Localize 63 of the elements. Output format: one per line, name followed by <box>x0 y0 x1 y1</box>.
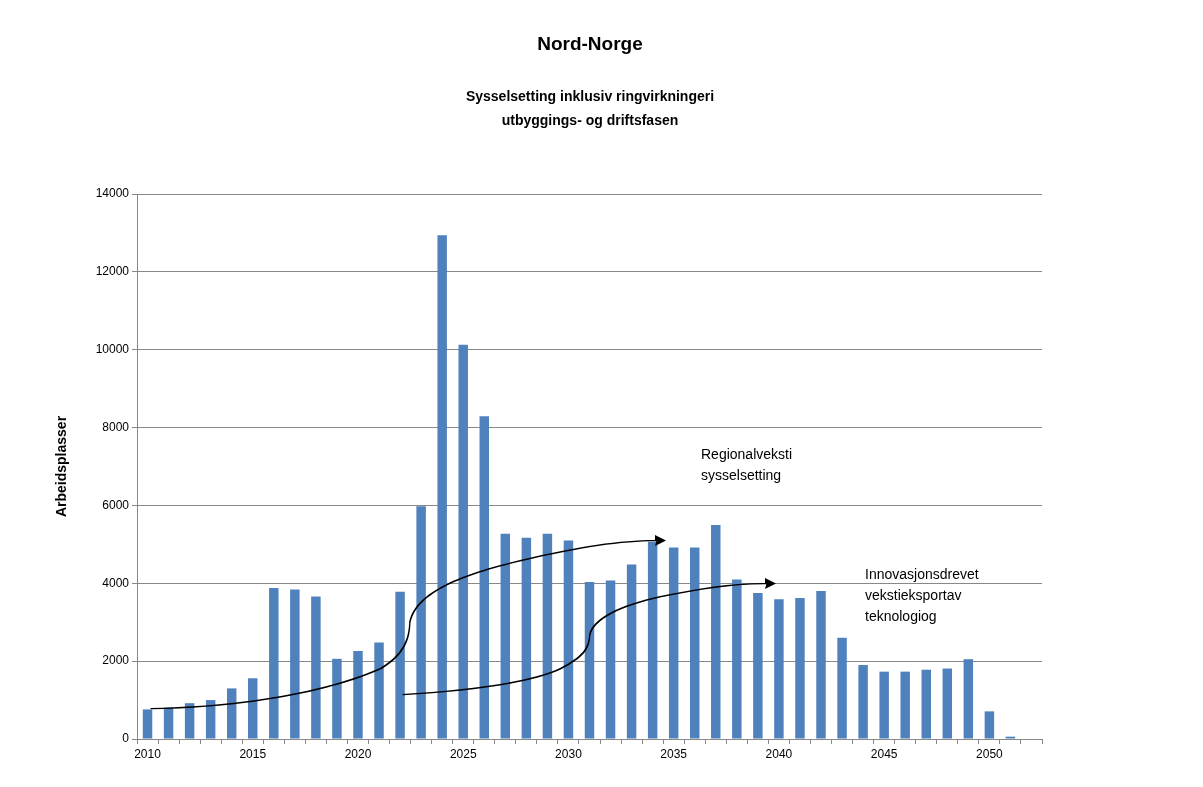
bar <box>690 547 700 739</box>
bar <box>163 707 174 739</box>
x-tick-label: 2050 <box>976 746 1004 761</box>
bar <box>711 524 721 739</box>
bar <box>921 669 931 739</box>
bar <box>332 658 342 739</box>
chart-title: Nord-Norge <box>537 33 643 55</box>
bar <box>858 665 868 739</box>
bar <box>668 547 679 739</box>
bar <box>458 344 468 739</box>
bar <box>563 540 574 739</box>
bar <box>248 678 258 739</box>
bar <box>879 671 889 739</box>
y-axis-title: Arbeidsplasser <box>52 415 69 518</box>
x-tick-label: 2020 <box>344 746 372 761</box>
bar <box>374 642 384 739</box>
y-tick-label: 10000 <box>95 342 130 357</box>
bar <box>647 541 658 739</box>
x-tick-label: 2030 <box>555 746 583 761</box>
bar <box>984 711 995 739</box>
bar <box>795 598 805 739</box>
annotation: Innovasjonsdrevet vekstieksportav teknologiog <box>865 565 979 624</box>
bar <box>205 700 216 739</box>
bar <box>605 580 616 739</box>
annotation: Regionalveksti sysselsetting <box>701 445 793 483</box>
bar <box>900 671 910 739</box>
x-tick-label: 2025 <box>449 746 477 761</box>
bar <box>269 587 279 739</box>
x-tick-label: 2010 <box>134 746 162 761</box>
bar <box>226 688 237 739</box>
bar <box>395 591 405 739</box>
bar <box>774 599 784 739</box>
bar <box>521 537 532 739</box>
y-tick-label: 14000 <box>95 186 130 201</box>
bar <box>942 668 953 739</box>
bar <box>311 596 321 739</box>
x-tick-label: 2015 <box>239 746 267 761</box>
bar <box>290 589 300 739</box>
bar <box>584 582 595 739</box>
y-tick-label: 12000 <box>95 264 130 279</box>
y-tick-label: 8000 <box>102 419 130 434</box>
y-tick-label: 0 <box>122 731 130 746</box>
x-tick-label: 2045 <box>870 746 898 761</box>
bar <box>732 579 742 739</box>
chart-subtitle: Sysselsetting inklusiv ringvirkningeri utbyggings- og driftsfasen <box>465 87 715 128</box>
bar <box>437 235 447 739</box>
bar <box>500 533 511 739</box>
x-tick-label: 2040 <box>765 746 793 761</box>
bar <box>753 593 763 739</box>
y-tick-label: 2000 <box>102 653 130 668</box>
bar <box>816 591 826 739</box>
y-tick-label: 6000 <box>102 497 130 512</box>
bar <box>626 564 637 739</box>
bar <box>479 416 489 739</box>
bar <box>963 659 974 739</box>
y-tick-label: 4000 <box>102 575 130 590</box>
bar <box>416 506 426 739</box>
bar <box>353 651 363 739</box>
bar <box>142 709 153 739</box>
bar <box>837 637 847 739</box>
bar <box>542 533 553 739</box>
x-tick-label: 2035 <box>660 746 688 761</box>
bar <box>184 703 195 739</box>
